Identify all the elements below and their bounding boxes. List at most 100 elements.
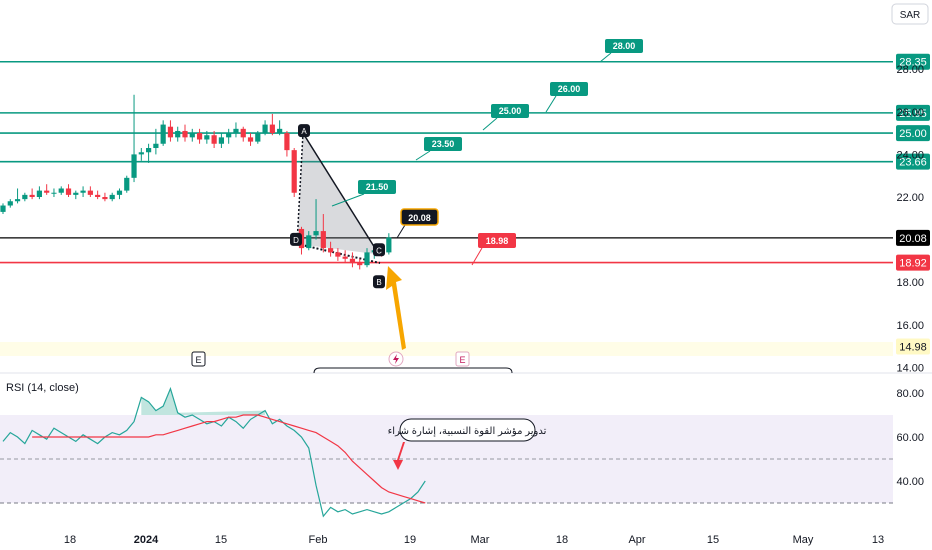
target-label: 21.50: [366, 182, 389, 192]
candle-body[interactable]: [124, 177, 130, 191]
candle-body[interactable]: [342, 256, 348, 259]
target-pointer: [331, 193, 365, 207]
price-tick-label: 24.00: [896, 149, 924, 161]
candle-body[interactable]: [240, 128, 246, 138]
candle-body[interactable]: [211, 135, 217, 144]
candle-body[interactable]: [335, 252, 341, 257]
candle-body[interactable]: [255, 133, 261, 142]
rsi-title: RSI (14, close): [6, 382, 79, 394]
candle-body[interactable]: [306, 235, 312, 249]
candle-body[interactable]: [22, 194, 28, 200]
candle-body[interactable]: [146, 148, 152, 153]
buy-arrow: [386, 266, 406, 350]
candle-body[interactable]: [320, 231, 326, 249]
candle-body[interactable]: [218, 137, 224, 144]
candle-body[interactable]: [95, 194, 101, 197]
time-tick-label: 2024: [134, 534, 159, 546]
pattern-leg-ac: [302, 132, 380, 255]
candle-body[interactable]: [328, 248, 334, 253]
candle-body[interactable]: [14, 199, 21, 202]
candle-body[interactable]: [109, 194, 115, 200]
candle-body[interactable]: [7, 201, 13, 206]
time-tick-label: 13: [872, 534, 884, 546]
target-pointer: [545, 95, 557, 113]
candle-body[interactable]: [182, 130, 188, 138]
price-tick-label: 18.00: [896, 277, 924, 289]
rsi-annotation-bubble[interactable]: [399, 418, 536, 442]
candle-body[interactable]: [204, 135, 210, 140]
candle-body[interactable]: [36, 190, 42, 197]
rsi-tick-label: 40.00: [896, 476, 924, 488]
candle-body[interactable]: [233, 128, 239, 134]
candle-body[interactable]: [87, 190, 93, 195]
target-badge[interactable]: [605, 39, 643, 53]
currency-badge[interactable]: SAR: [891, 3, 929, 25]
candle-body[interactable]: [349, 258, 356, 264]
candle-body[interactable]: [284, 133, 290, 151]
current-pointer: [396, 224, 406, 239]
candle-body[interactable]: [357, 263, 363, 266]
target-label: 26.00: [558, 84, 581, 94]
candle-body[interactable]: [160, 124, 166, 144]
candle-body[interactable]: [269, 124, 275, 134]
candle-body[interactable]: [44, 190, 50, 193]
candle-body[interactable]: [102, 197, 108, 200]
rsi-pane[interactable]: تدوير مؤشر القوة النسبية، إشارة شراء: [0, 386, 893, 518]
level-price-tag: [896, 125, 930, 142]
candle-body[interactable]: [313, 231, 319, 236]
pattern-point-label: D: [293, 236, 299, 245]
candle-body[interactable]: [226, 133, 232, 138]
candle-body[interactable]: [29, 194, 35, 197]
level-price-label: 25.00: [899, 128, 927, 140]
level-price-label: 25.95: [899, 108, 927, 120]
pattern-leg-ad: [296, 133, 304, 244]
candle-body[interactable]: [175, 130, 181, 138]
target-label: 23.50: [432, 139, 455, 149]
candle-body[interactable]: [364, 252, 370, 266]
candle-body[interactable]: [291, 150, 297, 193]
target-label: 25.00: [499, 106, 522, 116]
candle-body[interactable]: [262, 124, 268, 134]
candle-body[interactable]: [196, 133, 203, 140]
candle-body[interactable]: [73, 192, 79, 195]
rsi-annotation-text: تدوير مؤشر القوة النسبية، إشارة شراء: [388, 426, 547, 437]
candle-body[interactable]: [386, 237, 392, 253]
candle-body[interactable]: [131, 154, 137, 178]
price-pane[interactable]: A D C B 21.50 23.50 25.00 26.00 28.00 18.98 20.08 E…: [0, 39, 932, 374]
target-badge[interactable]: [491, 104, 529, 118]
rsi-ma-line[interactable]: [32, 414, 426, 504]
candle-body[interactable]: [277, 128, 283, 134]
target-pointer: [599, 52, 612, 63]
candle-body[interactable]: [138, 152, 144, 155]
candle-body[interactable]: [80, 190, 86, 193]
candle-body[interactable]: [247, 137, 254, 142]
level-price-label: 20.08: [899, 233, 927, 245]
candle-body[interactable]: [58, 188, 64, 193]
event-marker-badge[interactable]: [455, 351, 470, 367]
candle-body[interactable]: [167, 126, 174, 138]
candle-body[interactable]: [189, 133, 195, 138]
rsi-tick-label: 60.00: [896, 432, 924, 444]
rsi-signal-arrow: [393, 442, 405, 470]
price-tick-label: 16.00: [896, 320, 924, 332]
event-marker-badge[interactable]: [191, 351, 206, 367]
target-badge[interactable]: [358, 180, 396, 194]
level-price-tag: [896, 53, 930, 70]
level-price-tag: [896, 104, 930, 121]
pattern-triangle[interactable]: [297, 133, 379, 255]
target-badge[interactable]: [550, 82, 588, 96]
level-price-label: 18.92: [899, 258, 927, 270]
candle-body[interactable]: [0, 205, 6, 212]
pattern-point-badge: [298, 124, 310, 138]
candle-body[interactable]: [153, 143, 159, 149]
rsi-overbought-fill: [141, 388, 266, 415]
current-price-badge[interactable]: [400, 208, 439, 226]
level-price-tag: [896, 254, 930, 271]
candle-body[interactable]: [51, 192, 57, 194]
candle-body[interactable]: [65, 188, 72, 195]
time-tick-label: 19: [404, 534, 416, 546]
stop-badge[interactable]: [478, 233, 516, 248]
target-badge[interactable]: [424, 137, 462, 151]
candle-body[interactable]: [116, 190, 123, 195]
